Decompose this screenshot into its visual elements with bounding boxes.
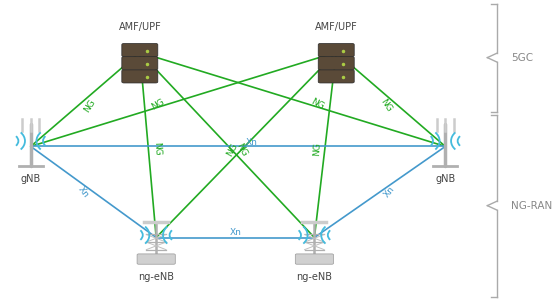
- FancyBboxPatch shape: [295, 254, 334, 264]
- Text: NG: NG: [310, 97, 326, 112]
- Text: NG: NG: [82, 97, 97, 114]
- Text: Xn: Xn: [76, 185, 91, 199]
- Text: NG: NG: [152, 142, 161, 156]
- Text: Xn: Xn: [246, 138, 258, 147]
- Text: ng-eNB: ng-eNB: [138, 272, 174, 282]
- Text: AMF/UPF: AMF/UPF: [315, 22, 358, 32]
- Text: NG: NG: [225, 142, 239, 158]
- Text: 5GC: 5GC: [511, 53, 533, 63]
- FancyBboxPatch shape: [318, 57, 354, 70]
- Text: ng-eNB: ng-eNB: [296, 272, 333, 282]
- FancyBboxPatch shape: [122, 57, 158, 70]
- Text: NG: NG: [150, 97, 166, 112]
- Text: gNB: gNB: [21, 174, 41, 184]
- FancyBboxPatch shape: [318, 70, 354, 83]
- Text: Xn: Xn: [382, 185, 397, 199]
- Text: NG: NG: [312, 142, 321, 156]
- FancyBboxPatch shape: [318, 43, 354, 57]
- Text: NG: NG: [234, 142, 249, 158]
- FancyBboxPatch shape: [137, 254, 175, 264]
- Text: Xn: Xn: [230, 228, 241, 237]
- Text: AMF/UPF: AMF/UPF: [119, 22, 161, 32]
- Text: NG-RAN: NG-RAN: [511, 201, 552, 211]
- Text: NG: NG: [379, 97, 394, 114]
- Text: gNB: gNB: [435, 174, 455, 184]
- FancyBboxPatch shape: [122, 43, 158, 57]
- FancyBboxPatch shape: [122, 70, 158, 83]
